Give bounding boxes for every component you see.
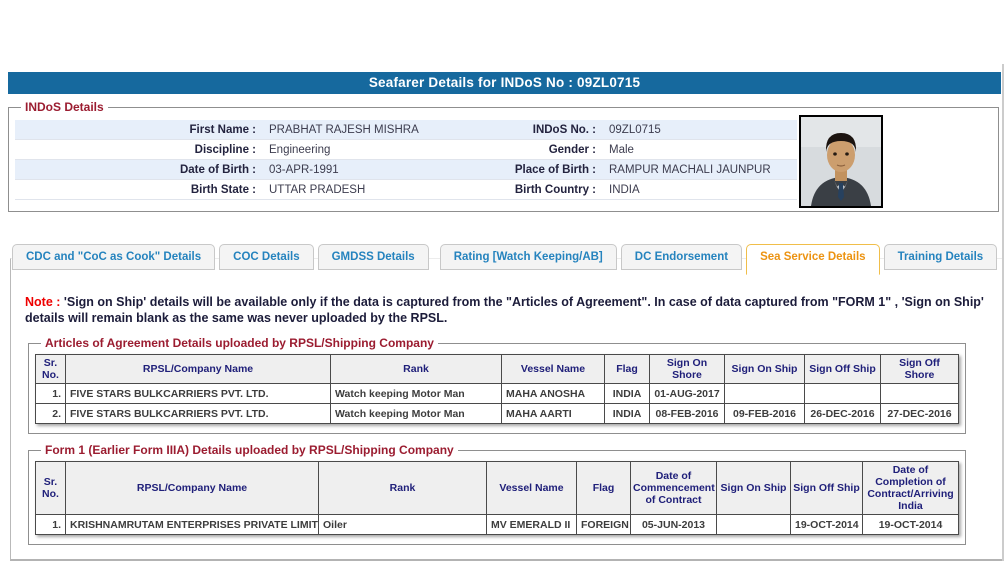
field-value-place-of-birth: RAMPUR MACHALI JAUNPUR (609, 163, 771, 176)
table-row: 1. KRISHNAMRUTAM ENTERPRISES PRIVATE LIM… (35, 514, 959, 536)
tab-coc-details[interactable]: COC Details (219, 244, 314, 270)
cell-company: FIVE STARS BULKCARRIERS PVT. LTD. (65, 403, 331, 425)
field-value-date-of-birth: 03-APR-1991 (269, 163, 339, 176)
field-label-first-name: First Name : (189, 123, 256, 136)
cell-vessel: MAHA ANOSHA (501, 383, 605, 405)
cell-sign-off-ship (804, 383, 881, 405)
field-value-indos-no: 09ZL0715 (609, 123, 661, 136)
header-cell-vessel: Vessel Name (486, 460, 577, 516)
form1-legend: Form 1 (Earlier Form IIIA) Details uploa… (45, 443, 454, 457)
field-label-place-of-birth: Place of Birth : (514, 163, 596, 176)
header-cell-rank: Rank (330, 353, 502, 385)
field-value-gender: Male (609, 143, 634, 156)
cell-sign-on-ship (716, 514, 791, 536)
header-cell-vessel: Vessel Name (501, 353, 605, 385)
cell-flag: FOREIGN (576, 514, 631, 536)
cell-date-commencement: 05-JUN-2013 (630, 514, 717, 536)
tab-training-details[interactable]: Training Details (883, 244, 998, 270)
sign-on-ship-note: Note : 'Sign on Ship' details will be av… (25, 294, 987, 326)
cell-rank: Oiler (318, 514, 487, 536)
field-label-discipline: Discipline : (194, 143, 256, 156)
field-label-birth-state: Birth State : (190, 183, 256, 196)
indos-row: First Name : PRABHAT RAJESH MISHRA INDoS… (15, 120, 797, 140)
page-right-border (1002, 64, 1004, 561)
cell-sr-no: 1. (35, 514, 66, 536)
header-cell-sign-off-ship: Sign Off Ship (804, 353, 881, 385)
header-cell-sign-off-ship: Sign Off Ship (790, 460, 863, 516)
cell-flag: INDIA (604, 403, 650, 425)
cell-vessel: MAHA AARTI (501, 403, 605, 425)
cell-date-completion: 19-OCT-2014 (862, 514, 959, 536)
articles-of-agreement-section: Articles of Agreement Details uploaded b… (28, 336, 966, 435)
tab-sea-service-details[interactable]: Sea Service Details (746, 244, 880, 275)
field-label-indos-no: INDoS No. : (532, 123, 596, 136)
field-value-first-name: PRABHAT RAJESH MISHRA (269, 123, 419, 136)
header-cell-flag: Flag (604, 353, 650, 385)
page-title: Seafarer Details for INDoS No : 09ZL0715 (8, 72, 1001, 94)
cell-flag: INDIA (604, 383, 650, 405)
header-cell-date-commencement: Date of Commencement of Contract (630, 460, 717, 516)
header-cell-sign-on-ship: Sign On Ship (724, 353, 805, 385)
header-cell-sign-off-shore: Sign Off Shore (880, 353, 959, 385)
header-cell-company: RPSL/Company Name (65, 353, 331, 385)
detail-tabs: CDC and "CoC as Cook" Details COC Detail… (12, 244, 998, 275)
field-value-birth-country: INDIA (609, 183, 640, 196)
cell-company: KRISHNAMRUTAM ENTERPRISES PRIVATE LIMITE… (65, 514, 319, 536)
field-label-date-of-birth: Date of Birth : (179, 163, 256, 176)
tab-cdc-coc-cook-details[interactable]: CDC and "CoC as Cook" Details (12, 244, 216, 270)
indos-row: Birth State : UTTAR PRADESH Birth Countr… (15, 180, 797, 200)
cell-company: FIVE STARS BULKCARRIERS PVT. LTD. (65, 383, 331, 405)
portrait-icon (801, 117, 881, 206)
header-cell-sign-on-shore: Sign On Shore (649, 353, 725, 385)
tab-dc-endorsement[interactable]: DC Endorsement (620, 244, 743, 270)
cell-sign-on-shore: 08-FEB-2016 (649, 403, 725, 425)
cell-sr-no: 2. (35, 403, 66, 425)
tab-rating-watch-keeping-ab[interactable]: Rating [Watch Keeping/AB] (439, 244, 617, 270)
field-value-discipline: Engineering (269, 143, 331, 156)
cell-sr-no: 1. (35, 383, 66, 405)
header-cell-company: RPSL/Company Name (65, 460, 319, 516)
cell-sign-off-shore: 27-DEC-2016 (880, 403, 959, 425)
seafarer-photo (799, 115, 883, 208)
cell-sign-on-shore: 01-AUG-2017 (649, 383, 725, 405)
form1-table: Sr. No. RPSL/Company Name Rank Vessel Na… (35, 460, 959, 536)
header-cell-rank: Rank (318, 460, 487, 516)
header-cell-flag: Flag (576, 460, 631, 516)
tab-gmdss-details[interactable]: GMDSS Details (317, 244, 429, 270)
note-text: 'Sign on Ship' details will be available… (25, 295, 984, 325)
header-cell-sr-no: Sr. No. (35, 460, 66, 516)
table-row: 1. FIVE STARS BULKCARRIERS PVT. LTD. Wat… (35, 383, 959, 405)
cell-vessel: MV EMERALD II (486, 514, 577, 536)
table-row: 2. FIVE STARS BULKCARRIERS PVT. LTD. Wat… (35, 403, 959, 425)
articles-table: Sr. No. RPSL/Company Name Rank Vessel Na… (35, 353, 959, 425)
header-cell-sr-no: Sr. No. (35, 353, 66, 385)
indos-details-grid: First Name : PRABHAT RAJESH MISHRA INDoS… (15, 120, 797, 200)
form1-header-row: Sr. No. RPSL/Company Name Rank Vessel Na… (35, 460, 959, 516)
field-label-gender: Gender : (548, 143, 596, 156)
articles-legend: Articles of Agreement Details uploaded b… (45, 336, 434, 350)
cell-sign-off-ship: 19-OCT-2014 (790, 514, 863, 536)
cell-rank: Watch keeping Motor Man (330, 403, 502, 425)
indos-row: Date of Birth : 03-APR-1991 Place of Bir… (15, 160, 797, 180)
indos-details-legend: INDoS Details (25, 100, 104, 114)
cell-sign-off-shore (880, 383, 959, 405)
articles-header-row: Sr. No. RPSL/Company Name Rank Vessel Na… (35, 353, 959, 385)
cell-sign-on-ship: 09-FEB-2016 (724, 403, 805, 425)
header-cell-date-completion: Date of Completion of Contract/Arriving … (862, 460, 959, 516)
field-label-birth-country: Birth Country : (514, 183, 596, 196)
cell-sign-on-ship (724, 383, 805, 405)
indos-row: Discipline : Engineering Gender : Male (15, 140, 797, 160)
header-cell-sign-on-ship: Sign On Ship (716, 460, 791, 516)
note-label: Note : (25, 295, 64, 309)
form1-section: Form 1 (Earlier Form IIIA) Details uploa… (28, 443, 966, 546)
cell-rank: Watch keeping Motor Man (330, 383, 502, 405)
field-value-birth-state: UTTAR PRADESH (269, 183, 366, 196)
cell-sign-off-ship: 26-DEC-2016 (804, 403, 881, 425)
